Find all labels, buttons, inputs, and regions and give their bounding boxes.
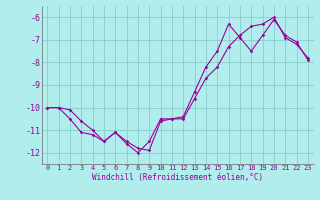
X-axis label: Windchill (Refroidissement éolien,°C): Windchill (Refroidissement éolien,°C) [92,173,263,182]
